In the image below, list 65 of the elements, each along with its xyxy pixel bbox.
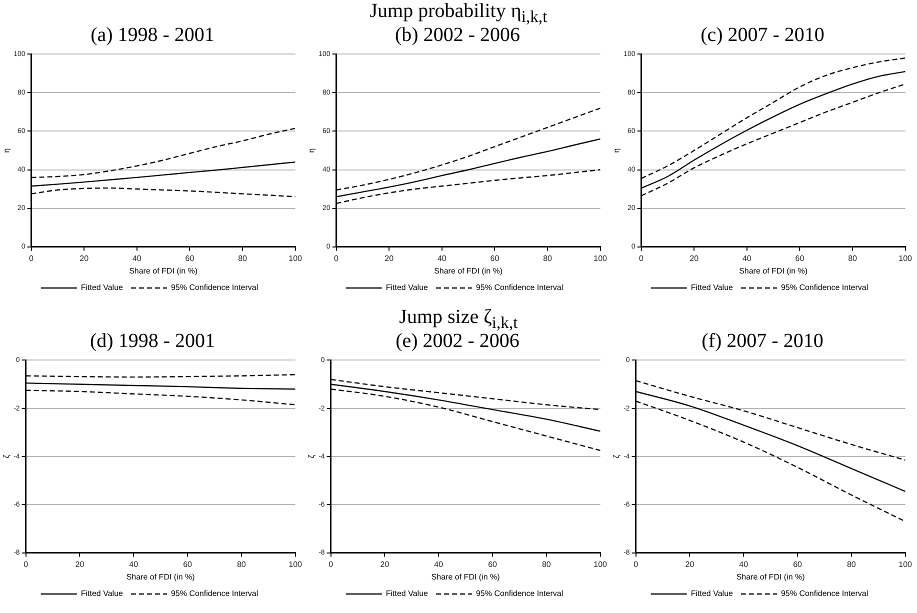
- y-axis-title: η: [307, 148, 316, 153]
- legend-label: 95% Confidence Interval: [476, 589, 564, 598]
- legend-label: Fitted Value: [386, 283, 429, 292]
- legend-label: 95% Confidence Interval: [780, 589, 868, 598]
- legend-label: 95% Confidence Interval: [476, 283, 564, 292]
- x-tick-label: 60: [795, 254, 805, 263]
- legend-label: 95% Confidence Interval: [170, 283, 258, 292]
- x-tick-label: 40: [742, 254, 752, 263]
- y-axis-title: η: [612, 148, 622, 153]
- legend-label: Fitted Value: [386, 589, 429, 598]
- legend-label: 95% Confidence Interval: [780, 283, 868, 292]
- x-tick-label: 60: [793, 560, 803, 569]
- x-tick-label: 80: [236, 560, 246, 569]
- chart-title: (a) 1998 - 2001: [90, 23, 214, 48]
- x-tick-label: 40: [437, 254, 447, 263]
- x-tick-label: 80: [238, 254, 248, 263]
- x-tick-label: 20: [80, 254, 90, 263]
- x-tick-label: 60: [490, 254, 500, 263]
- x-tick-label: 80: [542, 560, 552, 569]
- x-tick-label: 100: [898, 254, 913, 263]
- x-tick-label: 20: [384, 254, 394, 263]
- x-tick-label: 0: [639, 254, 644, 263]
- x-tick-label: 100: [898, 560, 913, 569]
- x-axis-title: Share of FDI (in %): [431, 572, 500, 582]
- legend-label: Fitted Value: [690, 283, 734, 292]
- x-tick-label: 100: [288, 560, 303, 569]
- chart-title: (f) 2007 - 2010: [702, 329, 824, 354]
- y-axis-title: η: [2, 148, 12, 153]
- x-tick-label: 0: [334, 254, 340, 263]
- chart-title: (e) 2002 - 2006: [396, 330, 520, 354]
- x-axis-title: Share of FDI (in %): [736, 572, 806, 582]
- x-tick-label: 80: [848, 254, 858, 263]
- x-axis-title: Share of FDI (in %): [126, 572, 196, 582]
- chart-title: (c) 2007 - 2010: [700, 23, 824, 48]
- y-axis-title: ζ: [2, 454, 12, 458]
- y-axis-title: ζ: [307, 454, 316, 458]
- x-tick-label: 40: [739, 560, 749, 569]
- legend-label: Fitted Value: [690, 589, 734, 598]
- x-tick-label: 80: [846, 560, 856, 569]
- x-tick-label: 40: [434, 560, 444, 569]
- x-tick-label: 20: [690, 254, 700, 263]
- x-tick-label: 60: [488, 560, 498, 569]
- legend-label: 95% Confidence Interval: [170, 589, 258, 598]
- x-tick-label: 60: [183, 560, 193, 569]
- x-tick-label: 100: [288, 254, 303, 263]
- x-axis-title: Share of FDI (in %): [129, 266, 198, 276]
- text: Jump probability η$_{i,k,t}$: [368, 0, 548, 26]
- x-tick-label: 40: [132, 254, 142, 263]
- x-tick-label: 100: [594, 560, 608, 569]
- x-tick-label: 20: [685, 560, 695, 569]
- x-axis-title: Share of FDI (in %): [739, 266, 808, 276]
- x-tick-label: 20: [75, 560, 85, 569]
- x-tick-label: 100: [594, 254, 608, 263]
- x-tick-label: 40: [129, 560, 139, 569]
- x-tick-label: 80: [543, 254, 553, 263]
- x-tick-label: 60: [185, 254, 195, 263]
- x-tick-label: 0: [29, 254, 34, 263]
- x-axis-title: Share of FDI (in %): [434, 266, 503, 276]
- legend-label: Fitted Value: [80, 283, 124, 292]
- legend-label: Fitted Value: [80, 589, 124, 598]
- chart-title: (d) 1998 - 2001: [90, 329, 215, 354]
- y-axis-title: ζ: [612, 454, 622, 458]
- chart-title: (b) 2002 - 2006: [395, 23, 520, 48]
- text: Jump size ζ$_{i,k,t}$: [398, 306, 519, 332]
- x-tick-label: 20: [380, 560, 390, 569]
